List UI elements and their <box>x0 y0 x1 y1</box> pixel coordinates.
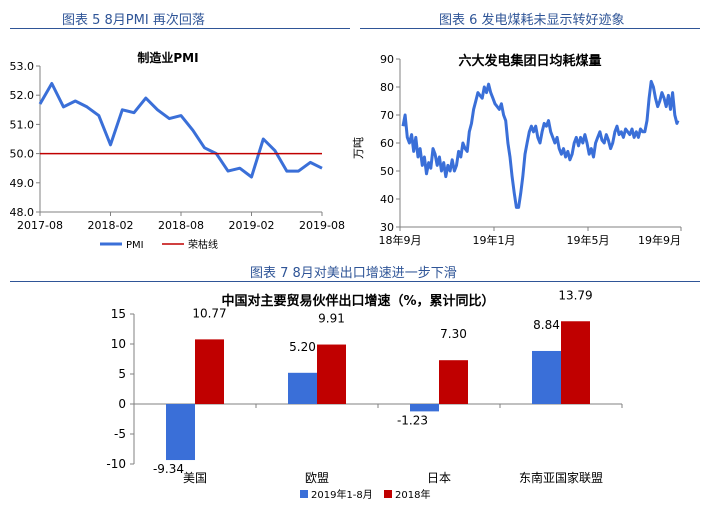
coal-series-line <box>401 79 680 209</box>
export-bar <box>317 344 346 404</box>
figure7-caption: 图表 7 8月对美出口增速进一步下滑 <box>250 266 457 281</box>
export-category-label: 欧盟 <box>305 471 329 485</box>
caption-rule-left <box>10 28 350 29</box>
pmi-y-tick-label: 53.0 <box>10 60 35 73</box>
export-bar <box>410 404 439 412</box>
coal-y-tick-label: 40 <box>380 193 394 206</box>
caption-rule-bottom <box>10 281 700 282</box>
export-data-label: -1.23 <box>397 413 428 427</box>
figure5-caption: 图表 5 8月PMI 再次回落 <box>62 13 205 28</box>
export-data-label: 8.84 <box>533 318 560 332</box>
export-data-label: 10.77 <box>192 306 226 320</box>
export-data-label: 9.91 <box>318 312 345 326</box>
export-data-label: 13.79 <box>558 288 592 302</box>
coal-y-axis-label: 万吨 <box>352 137 365 159</box>
coal-x-tick-label: 19年9月 <box>638 233 681 247</box>
export-y-tick-label: 0 <box>118 397 126 411</box>
export-bar <box>195 339 224 404</box>
coal-y-tick-label: 60 <box>380 137 394 150</box>
pmi-y-tick-label: 50.0 <box>10 148 35 161</box>
pmi-x-tick-label: 2017-08 <box>17 219 63 232</box>
pmi-y-tick-label: 48.0 <box>10 206 35 219</box>
pmi-x-tick-label: 2018-02 <box>88 219 134 232</box>
export-y-tick-label: -10 <box>106 457 126 471</box>
export-data-label: -9.34 <box>153 462 184 476</box>
coal-y-tick-label: 30 <box>380 221 394 234</box>
coal-y-tick-label: 90 <box>380 53 394 66</box>
export-bar <box>439 360 468 404</box>
pmi-y-tick-label: 49.0 <box>10 177 35 190</box>
export-legend-label: 2019年1-8月 <box>311 488 373 501</box>
export-category-label: 东南亚国家联盟 <box>519 470 603 485</box>
coal-y-tick-label: 50 <box>380 165 394 178</box>
coal-chart-title: 六大发电集团日均耗煤量 <box>458 53 601 69</box>
pmi-y-tick-label: 51.0 <box>10 118 35 131</box>
export-data-label: 5.20 <box>289 340 316 354</box>
export-category-label: 日本 <box>427 471 451 485</box>
pmi-legend-label: PMI <box>126 240 144 251</box>
export-category-label: 美国 <box>183 471 207 485</box>
figure6-caption: 图表 6 发电煤耗未显示转好迹象 <box>439 13 625 28</box>
export-legend-swatch <box>300 490 308 498</box>
caption-rule-right <box>360 28 700 29</box>
pmi-series-line <box>38 82 323 179</box>
pmi-legend-label: 荣枯线 <box>188 238 218 251</box>
coal-y-tick-label: 80 <box>380 81 394 94</box>
coal-x-tick-label: 19年1月 <box>473 233 516 247</box>
pmi-x-tick-label: 2019-02 <box>229 219 275 232</box>
pmi-y-tick-label: 52.0 <box>10 89 35 102</box>
pmi-x-tick-label: 2018-08 <box>158 219 204 232</box>
pmi-chart-title: 制造业PMI <box>137 50 198 65</box>
export-y-tick-label: 5 <box>118 367 126 381</box>
coal-x-tick-label: 18年9月 <box>379 233 422 247</box>
export-legend-swatch <box>384 490 392 498</box>
export-legend-label: 2018年 <box>395 488 430 501</box>
export-y-tick-label: 10 <box>111 337 126 351</box>
export-data-label: 7.30 <box>440 327 467 341</box>
export-bar <box>288 372 317 404</box>
export-y-tick-label: -5 <box>114 427 126 441</box>
pmi-x-tick-label: 2019-08 <box>299 219 345 232</box>
export-bar <box>532 350 561 404</box>
export-bar <box>166 404 195 461</box>
export-bar <box>561 321 590 404</box>
coal-y-tick-label: 70 <box>380 109 394 122</box>
coal-x-tick-label: 19年5月 <box>567 233 610 247</box>
export-y-tick-label: 15 <box>111 307 126 321</box>
export-chart-title: 中国对主要贸易伙伴出口增速（%，累计同比） <box>221 293 494 309</box>
